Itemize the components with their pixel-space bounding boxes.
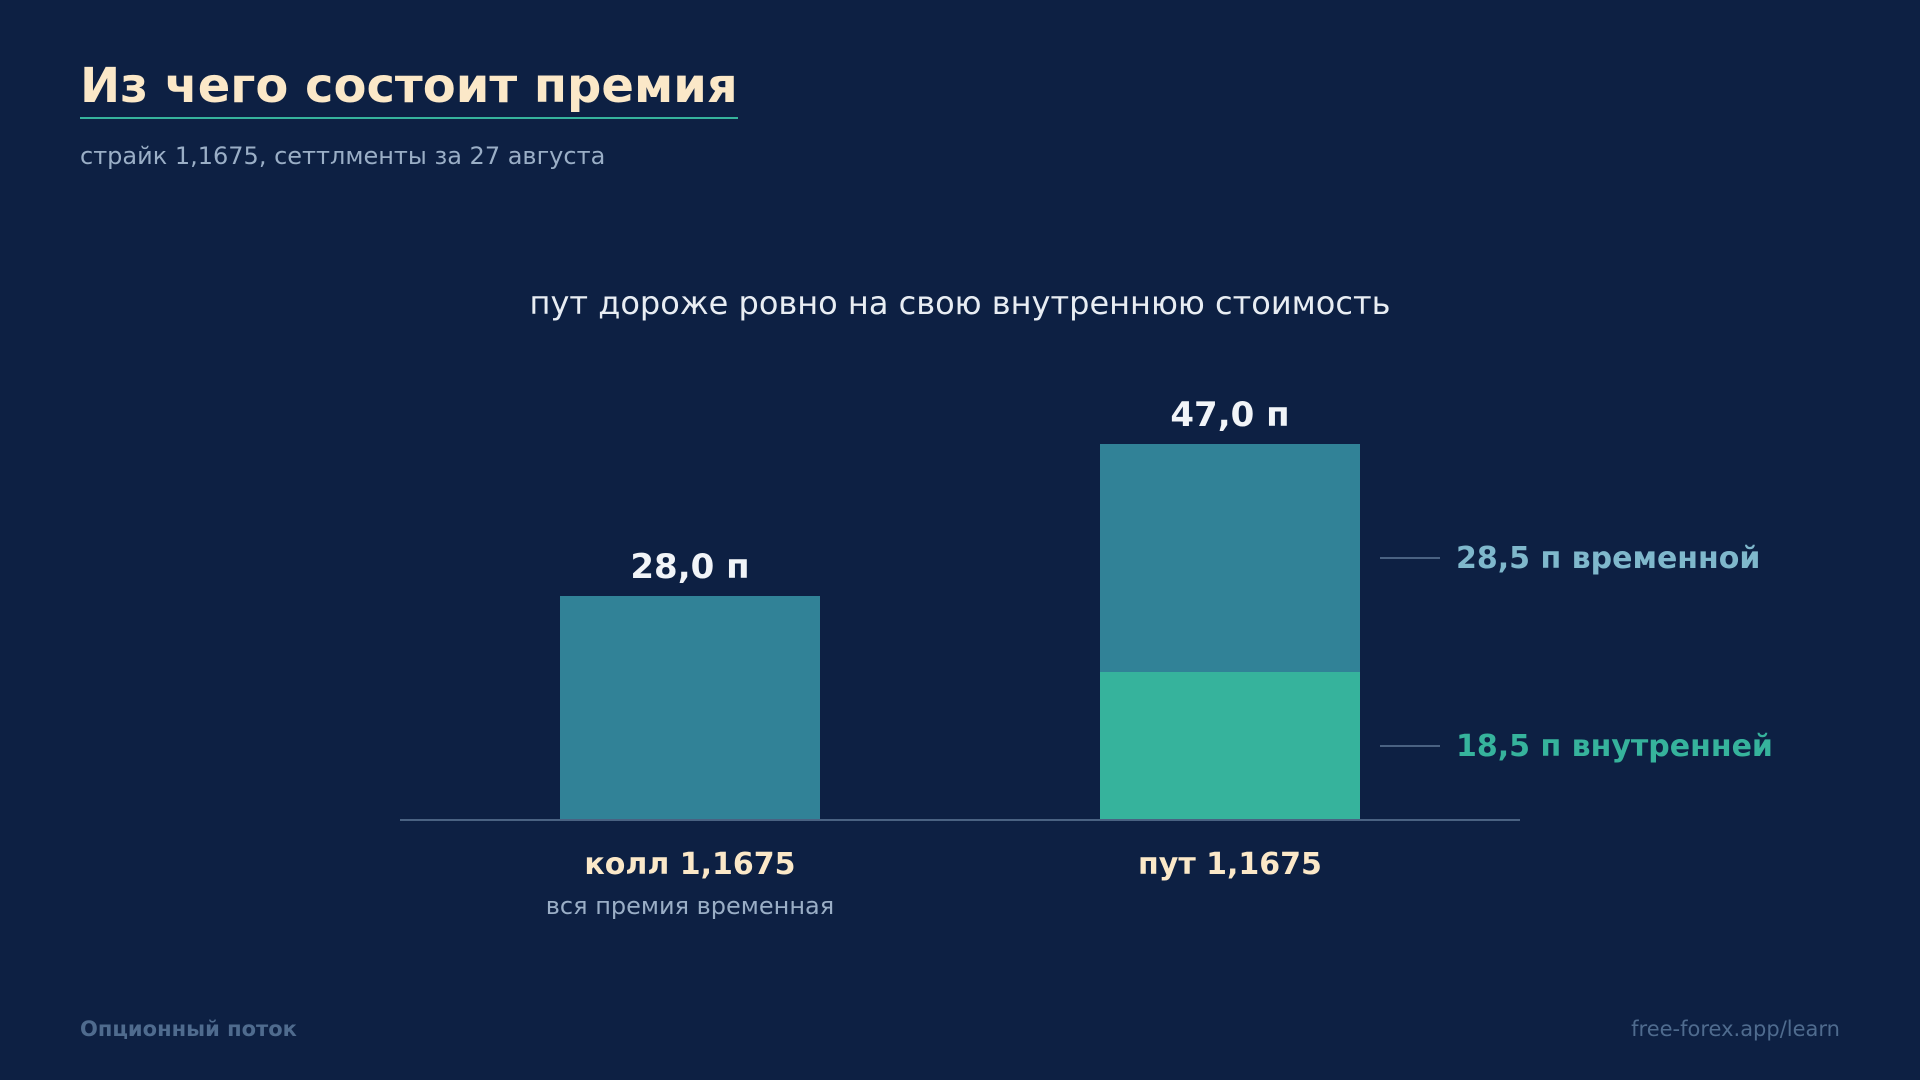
- x-tick-label-1: пут 1,1675: [1138, 847, 1322, 882]
- x-tick-note-0: вся премия временная: [546, 892, 834, 920]
- annotation-label-time: 28,5 п временной: [1456, 541, 1760, 576]
- bar-total-label-1: 47,0 п: [1170, 395, 1289, 435]
- chart-title: пут дороже ровно на свою внутреннюю стои…: [530, 284, 1391, 322]
- bars-group: 28,0 п колл 1,1675 вся премия временная 47,…: [546, 395, 1773, 920]
- page-subtitle: страйк 1,1675, сеттлменты за 27 августа: [80, 142, 606, 170]
- page-title: Из чего состоит премия: [80, 60, 738, 119]
- bar-time-0: [560, 596, 820, 820]
- x-tick-label-0: колл 1,1675: [584, 847, 795, 882]
- annotation-label-intrinsic: 18,5 п внутренней: [1456, 729, 1773, 764]
- bar-total-label-0: 28,0 п: [630, 547, 749, 587]
- bar-intrinsic-1: [1100, 672, 1360, 820]
- footer-link: free-forex.app/learn: [1631, 1017, 1840, 1041]
- footer-brand: Опционный поток: [80, 1017, 297, 1041]
- bar-time-1: [1100, 444, 1360, 672]
